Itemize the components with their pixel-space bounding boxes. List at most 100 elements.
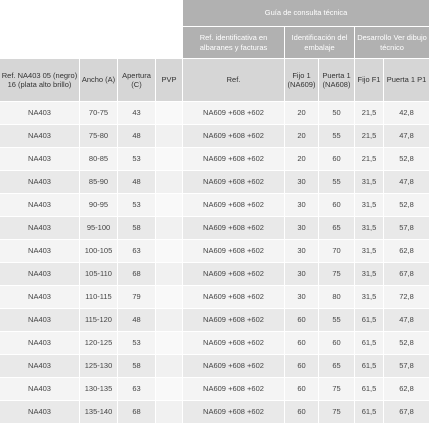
- cell-fijo1: 60: [285, 378, 319, 401]
- cell-puerta1: 80: [319, 286, 355, 309]
- cell-p1: 62,8: [384, 378, 430, 401]
- cell-f1: 61,5: [355, 378, 384, 401]
- cell-puerta1: 65: [319, 355, 355, 378]
- cell-p1: 52,8: [384, 148, 430, 171]
- cell-ancho: 130-135: [80, 378, 118, 401]
- cell-ref: NA609 +608 +602: [183, 263, 285, 286]
- table-row: NA403 110-115 79 NA609 +608 +602 30 80 31,5 72,…: [0, 286, 430, 309]
- cell-ancho: 85-90: [80, 171, 118, 194]
- cell-pvp: [156, 102, 183, 125]
- cell-fijo1: 30: [285, 171, 319, 194]
- cell-pvp: [156, 217, 183, 240]
- cell-ref: NA609 +608 +602: [183, 401, 285, 424]
- col-fijo-f1: Fijo F1: [355, 59, 384, 102]
- cell-f1: 61,5: [355, 355, 384, 378]
- cell-puerta1: 75: [319, 378, 355, 401]
- cell-ref: NA609 +608 +602: [183, 148, 285, 171]
- cell-ancho: 120-125: [80, 332, 118, 355]
- table-row: NA403 130-135 63 NA609 +608 +602 60 75 61,5 62,…: [0, 378, 430, 401]
- cell-fijo1: 30: [285, 240, 319, 263]
- cell-puerta1: 70: [319, 240, 355, 263]
- guide-title: Guía de consulta técnica: [183, 0, 430, 27]
- table-row: NA403 100-105 63 NA609 +608 +602 30 70 31,5 62,…: [0, 240, 430, 263]
- header-blank: [0, 0, 183, 27]
- col-ref: Ref.: [183, 59, 285, 102]
- cell-ref-main: NA403: [0, 171, 80, 194]
- col-puerta-p1: Puerta 1 P1: [384, 59, 430, 102]
- cell-apertura: 53: [118, 148, 156, 171]
- cell-p1: 52,8: [384, 194, 430, 217]
- cell-ref: NA609 +608 +602: [183, 355, 285, 378]
- cell-pvp: [156, 263, 183, 286]
- table-row: NA403 135-140 68 NA609 +608 +602 60 75 61,5 67,…: [0, 401, 430, 424]
- col-puerta1: Puerta 1 (NA608): [319, 59, 355, 102]
- cell-fijo1: 20: [285, 125, 319, 148]
- cell-ref-main: NA403: [0, 125, 80, 148]
- cell-apertura: 63: [118, 378, 156, 401]
- cell-pvp: [156, 355, 183, 378]
- cell-p1: 47,8: [384, 309, 430, 332]
- cell-ref-main: NA403: [0, 102, 80, 125]
- cell-f1: 31,5: [355, 171, 384, 194]
- cell-fijo1: 60: [285, 355, 319, 378]
- col-apertura: Apertura (C): [118, 59, 156, 102]
- cell-ancho: 105-110: [80, 263, 118, 286]
- table-row: NA403 120-125 53 NA609 +608 +602 60 60 61,5 52,…: [0, 332, 430, 355]
- cell-ref-main: NA403: [0, 148, 80, 171]
- cell-f1: 31,5: [355, 286, 384, 309]
- table-row: NA403 70-75 43 NA609 +608 +602 20 50 21,5 42,8: [0, 102, 430, 125]
- cell-ref-main: NA403: [0, 194, 80, 217]
- cell-ref-main: NA403: [0, 332, 80, 355]
- cell-apertura: 48: [118, 171, 156, 194]
- cell-ref-main: NA403: [0, 217, 80, 240]
- cell-f1: 21,5: [355, 148, 384, 171]
- cell-apertura: 53: [118, 194, 156, 217]
- cell-apertura: 79: [118, 286, 156, 309]
- cell-fijo1: 30: [285, 263, 319, 286]
- cell-p1: 42,8: [384, 102, 430, 125]
- cell-puerta1: 60: [319, 148, 355, 171]
- cell-p1: 47,8: [384, 171, 430, 194]
- cell-puerta1: 60: [319, 332, 355, 355]
- cell-p1: 47,8: [384, 125, 430, 148]
- cell-ancho: 95-100: [80, 217, 118, 240]
- cell-fijo1: 60: [285, 309, 319, 332]
- cell-ref-main: NA403: [0, 240, 80, 263]
- col-ancho: Ancho (A): [80, 59, 118, 102]
- cell-ancho: 125-130: [80, 355, 118, 378]
- cell-pvp: [156, 171, 183, 194]
- header-blank: [0, 27, 183, 59]
- col-pvp: PVP: [156, 59, 183, 102]
- cell-ancho: 80-85: [80, 148, 118, 171]
- cell-ref: NA609 +608 +602: [183, 240, 285, 263]
- cell-fijo1: 20: [285, 148, 319, 171]
- cell-puerta1: 55: [319, 171, 355, 194]
- cell-pvp: [156, 401, 183, 424]
- cell-f1: 31,5: [355, 217, 384, 240]
- cell-f1: 31,5: [355, 240, 384, 263]
- cell-ancho: 115-120: [80, 309, 118, 332]
- cell-puerta1: 55: [319, 125, 355, 148]
- cell-apertura: 63: [118, 240, 156, 263]
- cell-pvp: [156, 125, 183, 148]
- cell-fijo1: 30: [285, 194, 319, 217]
- cell-f1: 21,5: [355, 125, 384, 148]
- cell-apertura: 53: [118, 332, 156, 355]
- cell-puerta1: 75: [319, 401, 355, 424]
- table-row: NA403 115-120 48 NA609 +608 +602 60 55 61,5 47,…: [0, 309, 430, 332]
- cell-ref-main: NA403: [0, 309, 80, 332]
- cell-ref: NA609 +608 +602: [183, 378, 285, 401]
- cell-pvp: [156, 309, 183, 332]
- cell-f1: 31,5: [355, 263, 384, 286]
- cell-p1: 67,8: [384, 401, 430, 424]
- cell-p1: 57,8: [384, 217, 430, 240]
- cell-ref-main: NA403: [0, 401, 80, 424]
- cell-ancho: 100-105: [80, 240, 118, 263]
- cell-ref-main: NA403: [0, 286, 80, 309]
- group-pack-header: Identificación del embalaje: [285, 27, 355, 59]
- cell-ref: NA609 +608 +602: [183, 171, 285, 194]
- table-row: NA403 80-85 53 NA609 +608 +602 20 60 21,5 52,8: [0, 148, 430, 171]
- cell-fijo1: 60: [285, 401, 319, 424]
- group-ref-header: Ref. identificativa en albaranes y factu…: [183, 27, 285, 59]
